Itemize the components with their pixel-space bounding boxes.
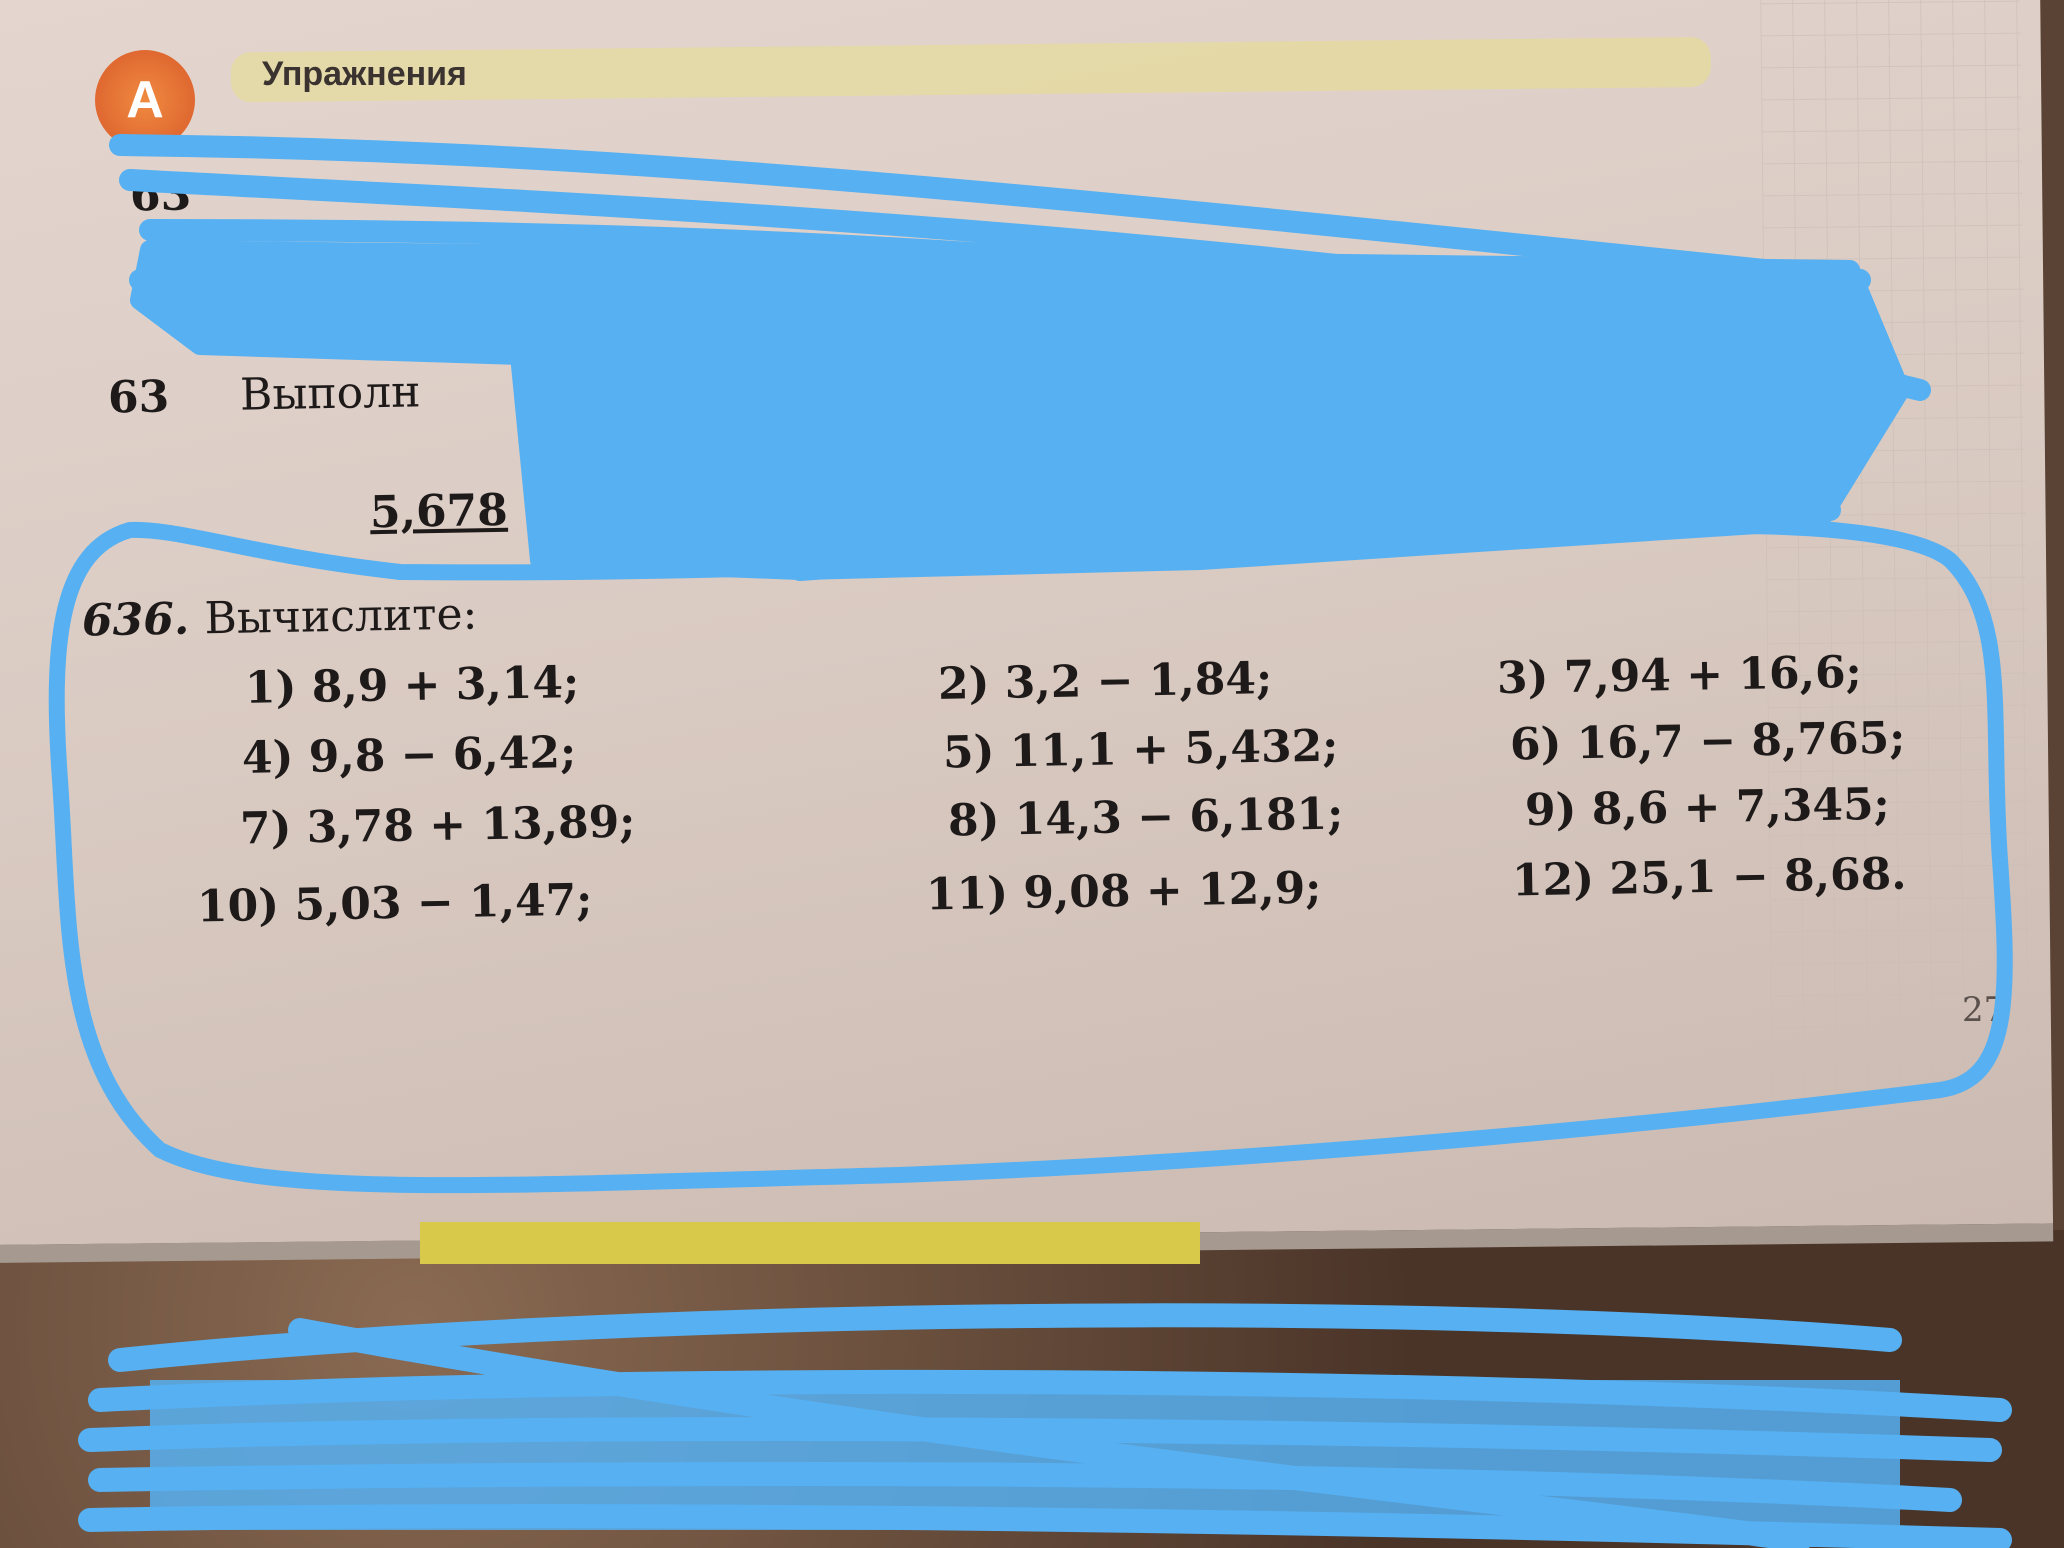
visible-value: 5,678	[369, 484, 509, 539]
exercise-635-number: 63	[107, 371, 170, 424]
book-edge	[420, 1222, 1200, 1264]
bottom-scribble-fill	[150, 1380, 1900, 1530]
section-title: Упражнения	[262, 55, 467, 93]
top-scribble-strokes	[109, 134, 1931, 581]
highlight-outline	[48, 517, 2013, 1194]
exercise-635-word: Выполн	[239, 366, 421, 421]
section-badge: A	[95, 50, 195, 150]
